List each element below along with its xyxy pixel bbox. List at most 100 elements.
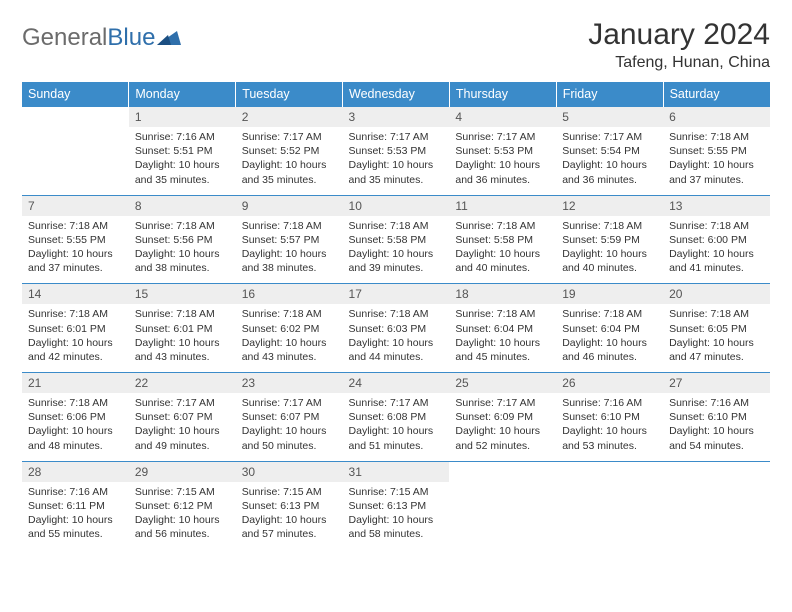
daylight-text: and 35 minutes.	[135, 173, 230, 187]
sunrise-text: Sunrise: 7:18 AM	[28, 219, 123, 233]
week-content-row: Sunrise: 7:16 AMSunset: 5:51 PMDaylight:…	[22, 127, 770, 195]
daylight-text: Daylight: 10 hours	[669, 424, 764, 438]
daylight-text: Daylight: 10 hours	[135, 158, 230, 172]
day-number-cell: 26	[556, 373, 663, 394]
day-number-cell	[663, 461, 770, 482]
daylight-text: and 43 minutes.	[135, 350, 230, 364]
sunrise-text: Sunrise: 7:16 AM	[562, 396, 657, 410]
sunrise-text: Sunrise: 7:16 AM	[669, 396, 764, 410]
day-number-cell: 31	[343, 461, 450, 482]
day-number-cell: 2	[236, 107, 343, 128]
sunrise-text: Sunrise: 7:17 AM	[349, 396, 444, 410]
day-number-cell: 12	[556, 195, 663, 216]
daylight-text: and 38 minutes.	[242, 261, 337, 275]
week-content-row: Sunrise: 7:18 AMSunset: 6:01 PMDaylight:…	[22, 304, 770, 372]
sunset-text: Sunset: 6:06 PM	[28, 410, 123, 424]
day-number-cell: 14	[22, 284, 129, 305]
day-number-cell: 19	[556, 284, 663, 305]
sunrise-text: Sunrise: 7:18 AM	[135, 307, 230, 321]
sunrise-text: Sunrise: 7:17 AM	[242, 130, 337, 144]
sunrise-text: Sunrise: 7:18 AM	[349, 307, 444, 321]
daylight-text: Daylight: 10 hours	[562, 336, 657, 350]
sunset-text: Sunset: 6:00 PM	[669, 233, 764, 247]
daylight-text: and 47 minutes.	[669, 350, 764, 364]
day-number-cell: 27	[663, 373, 770, 394]
week-content-row: Sunrise: 7:18 AMSunset: 6:06 PMDaylight:…	[22, 393, 770, 461]
day-number-cell: 28	[22, 461, 129, 482]
day-number-cell: 10	[343, 195, 450, 216]
day-content-cell: Sunrise: 7:16 AMSunset: 6:10 PMDaylight:…	[556, 393, 663, 461]
logo: GeneralBlue	[22, 18, 181, 52]
sunrise-text: Sunrise: 7:18 AM	[135, 219, 230, 233]
day-content-cell: Sunrise: 7:18 AMSunset: 5:59 PMDaylight:…	[556, 216, 663, 284]
day-number-cell: 29	[129, 461, 236, 482]
sunrise-text: Sunrise: 7:18 AM	[455, 219, 550, 233]
daylight-text: and 44 minutes.	[349, 350, 444, 364]
day-content-cell: Sunrise: 7:18 AMSunset: 6:05 PMDaylight:…	[663, 304, 770, 372]
sunset-text: Sunset: 6:13 PM	[242, 499, 337, 513]
day-number-cell: 3	[343, 107, 450, 128]
sunset-text: Sunset: 5:55 PM	[669, 144, 764, 158]
daylight-text: Daylight: 10 hours	[455, 336, 550, 350]
day-content-cell: Sunrise: 7:16 AMSunset: 5:51 PMDaylight:…	[129, 127, 236, 195]
day-content-cell: Sunrise: 7:17 AMSunset: 6:09 PMDaylight:…	[449, 393, 556, 461]
sunset-text: Sunset: 6:04 PM	[455, 322, 550, 336]
day-content-cell: Sunrise: 7:17 AMSunset: 5:53 PMDaylight:…	[449, 127, 556, 195]
daylight-text: and 37 minutes.	[28, 261, 123, 275]
day-content-cell: Sunrise: 7:18 AMSunset: 6:01 PMDaylight:…	[22, 304, 129, 372]
day-number-cell: 30	[236, 461, 343, 482]
location-label: Tafeng, Hunan, China	[588, 54, 770, 72]
daylight-text: Daylight: 10 hours	[28, 424, 123, 438]
sunrise-text: Sunrise: 7:15 AM	[349, 485, 444, 499]
day-number-cell: 21	[22, 373, 129, 394]
sunset-text: Sunset: 6:07 PM	[135, 410, 230, 424]
week-daynum-row: 21222324252627	[22, 373, 770, 394]
daylight-text: and 56 minutes.	[135, 527, 230, 541]
daylight-text: and 50 minutes.	[242, 439, 337, 453]
day-content-cell: Sunrise: 7:17 AMSunset: 6:07 PMDaylight:…	[129, 393, 236, 461]
week-content-row: Sunrise: 7:18 AMSunset: 5:55 PMDaylight:…	[22, 216, 770, 284]
daylight-text: Daylight: 10 hours	[349, 424, 444, 438]
page-header: GeneralBlue January 2024 Tafeng, Hunan, …	[22, 18, 770, 72]
day-number-cell: 25	[449, 373, 556, 394]
sunrise-text: Sunrise: 7:18 AM	[28, 307, 123, 321]
daylight-text: Daylight: 10 hours	[455, 424, 550, 438]
daylight-text: and 45 minutes.	[455, 350, 550, 364]
sunrise-text: Sunrise: 7:18 AM	[669, 130, 764, 144]
sunrise-text: Sunrise: 7:17 AM	[455, 130, 550, 144]
sunset-text: Sunset: 6:10 PM	[562, 410, 657, 424]
day-header-saturday: Saturday	[663, 82, 770, 107]
day-content-cell	[556, 482, 663, 550]
day-content-cell: Sunrise: 7:18 AMSunset: 6:00 PMDaylight:…	[663, 216, 770, 284]
day-content-cell: Sunrise: 7:17 AMSunset: 5:53 PMDaylight:…	[343, 127, 450, 195]
sunset-text: Sunset: 6:01 PM	[28, 322, 123, 336]
sunset-text: Sunset: 5:53 PM	[455, 144, 550, 158]
daylight-text: Daylight: 10 hours	[242, 247, 337, 261]
sunset-text: Sunset: 6:02 PM	[242, 322, 337, 336]
sunset-text: Sunset: 6:08 PM	[349, 410, 444, 424]
daylight-text: Daylight: 10 hours	[28, 513, 123, 527]
day-content-cell: Sunrise: 7:18 AMSunset: 5:58 PMDaylight:…	[343, 216, 450, 284]
daylight-text: and 39 minutes.	[349, 261, 444, 275]
daylight-text: and 40 minutes.	[562, 261, 657, 275]
day-content-cell: Sunrise: 7:18 AMSunset: 5:58 PMDaylight:…	[449, 216, 556, 284]
day-number-cell: 20	[663, 284, 770, 305]
day-number-cell	[22, 107, 129, 128]
day-content-cell: Sunrise: 7:18 AMSunset: 6:04 PMDaylight:…	[449, 304, 556, 372]
day-content-cell	[663, 482, 770, 550]
sunset-text: Sunset: 6:04 PM	[562, 322, 657, 336]
sunset-text: Sunset: 6:01 PM	[135, 322, 230, 336]
daylight-text: Daylight: 10 hours	[669, 247, 764, 261]
sunset-text: Sunset: 6:11 PM	[28, 499, 123, 513]
day-number-cell: 23	[236, 373, 343, 394]
sunrise-text: Sunrise: 7:18 AM	[242, 219, 337, 233]
daylight-text: and 49 minutes.	[135, 439, 230, 453]
sunrise-text: Sunrise: 7:18 AM	[242, 307, 337, 321]
sunset-text: Sunset: 6:10 PM	[669, 410, 764, 424]
daylight-text: Daylight: 10 hours	[562, 247, 657, 261]
month-title: January 2024	[588, 18, 770, 52]
logo-text-general: General	[22, 24, 107, 52]
sunrise-text: Sunrise: 7:15 AM	[135, 485, 230, 499]
daylight-text: and 52 minutes.	[455, 439, 550, 453]
daylight-text: and 40 minutes.	[455, 261, 550, 275]
